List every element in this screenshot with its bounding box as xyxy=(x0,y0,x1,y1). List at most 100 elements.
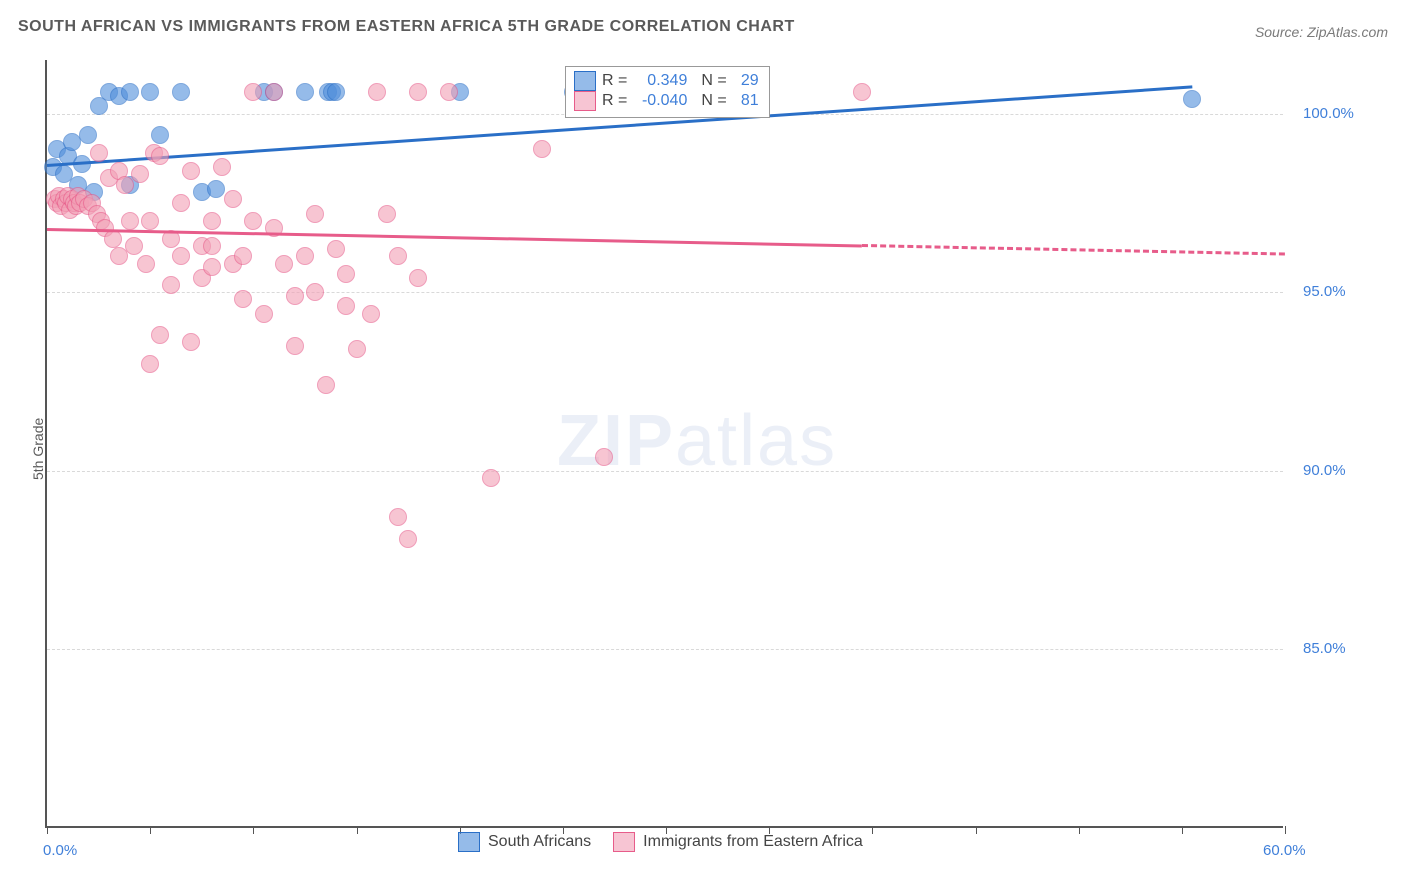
scatter-point xyxy=(482,469,500,487)
scatter-point xyxy=(368,83,386,101)
legend-series-label: Immigrants from Eastern Africa xyxy=(643,833,863,851)
source-label: Source: ZipAtlas.com xyxy=(1255,24,1388,40)
scatter-point xyxy=(337,265,355,283)
scatter-point xyxy=(378,205,396,223)
scatter-point xyxy=(172,194,190,212)
legend-swatch xyxy=(574,91,596,111)
legend-swatch xyxy=(613,832,635,852)
scatter-point xyxy=(151,126,169,144)
x-tick xyxy=(47,826,48,834)
scatter-point xyxy=(125,237,143,255)
scatter-point xyxy=(337,297,355,315)
scatter-point xyxy=(306,283,324,301)
scatter-point xyxy=(244,83,262,101)
watermark-zip: ZIP xyxy=(557,401,675,481)
scatter-point xyxy=(440,83,458,101)
gridline xyxy=(47,471,1283,472)
scatter-point xyxy=(244,212,262,230)
scatter-point xyxy=(79,126,97,144)
scatter-point xyxy=(533,140,551,158)
legend-n-value: 29 xyxy=(733,72,759,90)
scatter-point xyxy=(389,247,407,265)
scatter-point xyxy=(203,258,221,276)
y-tick-label: 85.0% xyxy=(1303,640,1346,657)
legend-series-item: South Africans xyxy=(458,832,591,852)
scatter-point xyxy=(141,83,159,101)
scatter-point xyxy=(121,212,139,230)
scatter-point xyxy=(151,147,169,165)
scatter-point xyxy=(234,247,252,265)
scatter-point xyxy=(255,305,273,323)
scatter-point xyxy=(203,212,221,230)
legend-n-label: N = xyxy=(701,92,726,110)
scatter-point xyxy=(141,355,159,373)
x-tick-label: 60.0% xyxy=(1263,842,1306,859)
legend-stats-row: R =0.349N =29 xyxy=(574,71,759,91)
y-axis-label: 5th Grade xyxy=(30,418,46,480)
y-tick-label: 90.0% xyxy=(1303,462,1346,479)
legend-stats: R = 0.349 N = 29R = -0.040 N = 81 xyxy=(565,66,770,118)
scatter-point xyxy=(327,83,345,101)
legend-swatch xyxy=(574,71,596,91)
scatter-point xyxy=(172,247,190,265)
scatter-point xyxy=(182,162,200,180)
scatter-point xyxy=(327,240,345,258)
chart-title: SOUTH AFRICAN VS IMMIGRANTS FROM EASTERN… xyxy=(18,18,795,36)
scatter-point xyxy=(409,269,427,287)
scatter-point xyxy=(172,83,190,101)
scatter-point xyxy=(265,83,283,101)
plot-area: ZIPatlas 85.0%90.0%95.0%100.0%0.0%60.0%R… xyxy=(45,60,1283,828)
scatter-point xyxy=(296,83,314,101)
scatter-point xyxy=(275,255,293,273)
scatter-point xyxy=(296,247,314,265)
scatter-point xyxy=(1183,90,1201,108)
scatter-point xyxy=(234,290,252,308)
legend-r-value: -0.040 xyxy=(633,92,687,110)
scatter-point xyxy=(224,190,242,208)
scatter-point xyxy=(348,340,366,358)
x-tick xyxy=(976,826,977,834)
legend-stats-row: R = -0.040 N = 81 xyxy=(574,91,759,111)
x-tick-label: 0.0% xyxy=(43,842,77,859)
legend-series: South Africans Immigrants from Eastern Af… xyxy=(458,832,863,852)
scatter-point xyxy=(286,287,304,305)
gridline xyxy=(47,649,1283,650)
scatter-point xyxy=(141,212,159,230)
legend-series-label: South Africans xyxy=(488,833,591,851)
legend-r-label: R = xyxy=(602,92,627,110)
scatter-point xyxy=(121,83,139,101)
legend-r-value: 0.349 xyxy=(633,72,687,90)
legend-n-label: N = xyxy=(701,72,726,90)
scatter-point xyxy=(63,133,81,151)
gridline xyxy=(47,292,1283,293)
scatter-point xyxy=(90,144,108,162)
scatter-point xyxy=(131,165,149,183)
x-tick xyxy=(1182,826,1183,834)
scatter-point xyxy=(151,326,169,344)
scatter-point xyxy=(162,276,180,294)
scatter-point xyxy=(853,83,871,101)
scatter-point xyxy=(182,333,200,351)
scatter-point xyxy=(399,530,417,548)
x-tick xyxy=(357,826,358,834)
scatter-point xyxy=(306,205,324,223)
x-tick xyxy=(1285,826,1286,834)
scatter-point xyxy=(286,337,304,355)
legend-series-item: Immigrants from Eastern Africa xyxy=(613,832,863,852)
scatter-point xyxy=(137,255,155,273)
scatter-point xyxy=(207,180,225,198)
trend-line-dashed xyxy=(862,244,1285,256)
x-tick xyxy=(872,826,873,834)
scatter-point xyxy=(203,237,221,255)
scatter-point xyxy=(389,508,407,526)
legend-n-value: 81 xyxy=(733,92,759,110)
chart-container: SOUTH AFRICAN VS IMMIGRANTS FROM EASTERN… xyxy=(0,0,1406,892)
scatter-point xyxy=(317,376,335,394)
scatter-point xyxy=(362,305,380,323)
watermark: ZIPatlas xyxy=(557,400,837,482)
scatter-point xyxy=(213,158,231,176)
x-tick xyxy=(150,826,151,834)
watermark-atlas: atlas xyxy=(675,401,837,481)
legend-swatch xyxy=(458,832,480,852)
scatter-point xyxy=(409,83,427,101)
